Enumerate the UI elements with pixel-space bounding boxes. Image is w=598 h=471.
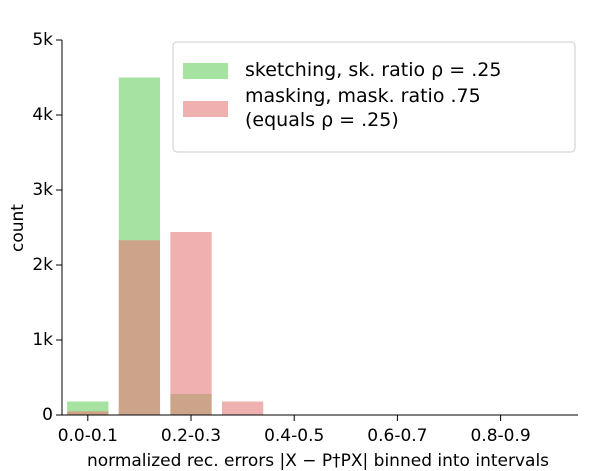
x-axis-label: normalized rec. errors |X − P†PX| binned… bbox=[87, 451, 549, 471]
y-tick-label: 3k bbox=[32, 180, 53, 200]
x-tick-label: 0.0-0.1 bbox=[58, 426, 118, 446]
legend-label: sketching, sk. ratio ρ = .25 bbox=[245, 59, 501, 81]
x-tick-label: 0.2-0.3 bbox=[161, 426, 221, 446]
bar bbox=[118, 240, 161, 415]
legend-swatch bbox=[183, 101, 228, 117]
legend-label: masking, mask. ratio .75 (equals ρ = .25) bbox=[245, 85, 481, 131]
y-axis-label: count bbox=[8, 204, 28, 252]
bar bbox=[170, 232, 212, 415]
y-tick-label: 4k bbox=[32, 105, 53, 125]
bar bbox=[221, 401, 264, 415]
legend-swatch bbox=[183, 63, 228, 79]
y-tick-label: 2k bbox=[32, 255, 53, 275]
legend: sketching, sk. ratio ρ = .25 masking, mas… bbox=[172, 41, 576, 153]
y-tick-label: 1k bbox=[32, 330, 53, 350]
x-tick-label: 0.4-0.5 bbox=[264, 426, 324, 446]
x-tick-label: 0.8-0.9 bbox=[470, 426, 530, 446]
bar bbox=[67, 411, 109, 415]
x-tick-label: 0.6-0.7 bbox=[367, 426, 427, 446]
y-tick-label: 0 bbox=[42, 405, 53, 425]
legend-box bbox=[172, 41, 576, 153]
y-tick-label: 5k bbox=[32, 30, 53, 50]
